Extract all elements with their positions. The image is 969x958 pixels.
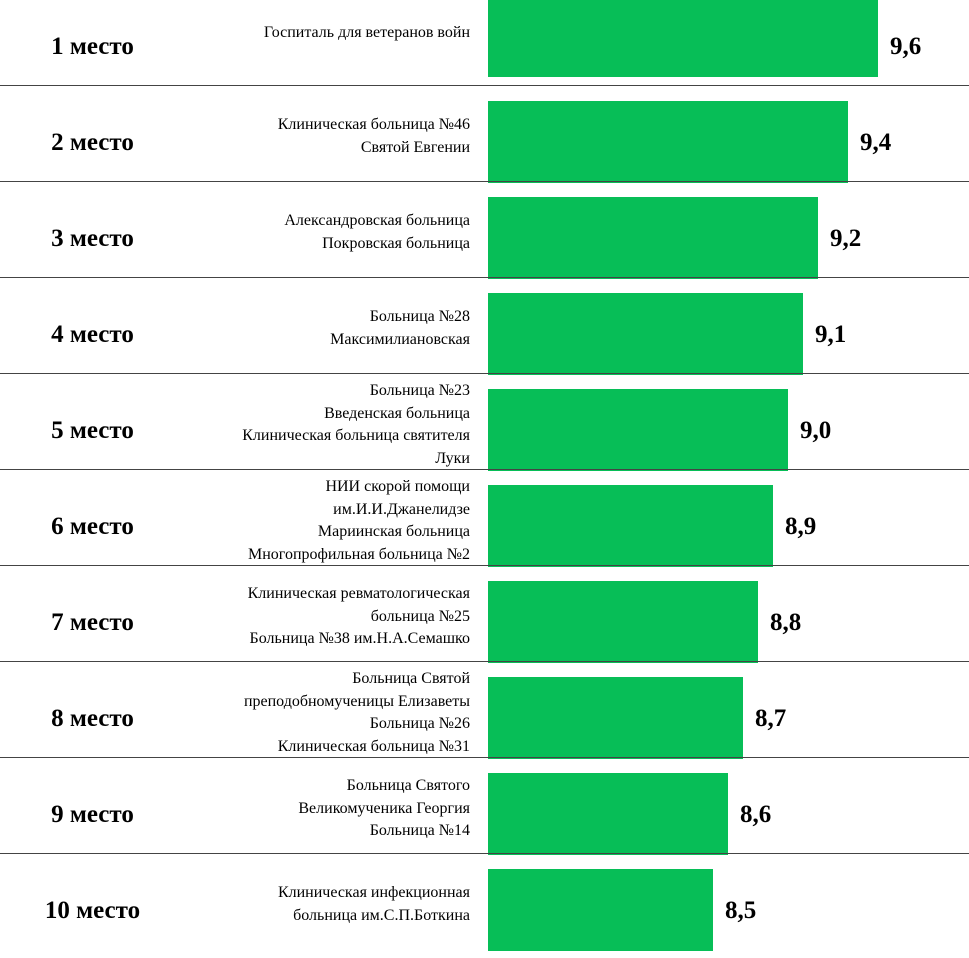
hospital-name: НИИ скорой помощи — [325, 478, 470, 495]
hospital-names: Больница Святой преподобномученицы Елизав… — [244, 668, 470, 758]
chart-row: 2 место Клиническая больница №46 Святой Ев… — [0, 94, 969, 190]
row-divider — [0, 853, 969, 854]
value-label: 9,0 — [800, 417, 832, 444]
hospital-name: преподобномученицы Елизаветы — [243, 692, 470, 710]
place-label: 3 место — [51, 225, 134, 252]
value-bar — [488, 197, 818, 279]
row-divider — [0, 469, 969, 470]
place-label: 4 место — [51, 321, 134, 348]
chart-row: 8 место Больница Святой преподобномученицы… — [0, 670, 969, 766]
value-bar — [488, 485, 773, 567]
hospital-names: Клиническая ревматологическая больница №2… — [248, 583, 470, 651]
hospital-name: Больница Святого — [346, 777, 470, 794]
hospital-name: Клиническая больница №31 — [277, 737, 470, 755]
value-bar — [488, 581, 758, 663]
place-label: 1 место — [51, 33, 134, 60]
place-label: 7 место — [51, 609, 134, 636]
place-label: 9 место — [51, 801, 134, 828]
row-divider — [0, 181, 969, 182]
hospital-name: Больница №23 — [369, 382, 470, 399]
hospital-name: Луки — [435, 449, 470, 467]
chart-row: 9 место Больница Святого Великомученика Ге… — [0, 766, 969, 862]
hospital-names: Больница №28 Максимилиановская — [330, 306, 470, 351]
hospital-names: Клиническая больница №46 Святой Евгении — [278, 114, 470, 159]
hospital-name: Больница №14 — [369, 822, 470, 840]
hospital-name: Клиническая больница №46 — [277, 116, 470, 133]
value-bar — [488, 389, 788, 471]
hospital-name: Госпиталь для ветеранов войн — [263, 24, 470, 41]
value-label: 8,6 — [740, 801, 772, 828]
hospital-name: Многопрофильная больница №2 — [247, 545, 470, 563]
hospital-names: Больница №23 Введенская больница Клиническ… — [242, 380, 470, 470]
row-divider — [0, 661, 969, 662]
chart-row: 5 место Больница №23 Введенская больница Кл… — [0, 382, 969, 478]
row-divider — [0, 277, 969, 278]
place-label: 6 место — [51, 513, 134, 540]
value-bar — [488, 293, 803, 375]
place-label: 2 место — [51, 129, 134, 156]
place-label: 8 место — [51, 705, 134, 732]
value-label: 8,5 — [725, 897, 757, 924]
hospital-names: Клиническая инфекционная больница им.С.П.… — [278, 882, 470, 927]
hospital-names: Госпиталь для ветеранов войн — [264, 22, 470, 45]
hospital-name: Александровская больница — [284, 212, 470, 229]
chart-row: 3 место Александровская больница Покровска… — [0, 190, 969, 286]
value-label: 9,4 — [860, 129, 892, 156]
chart-row: 4 место Больница №28 Максимилиановская 9,1 — [0, 286, 969, 382]
value-label: 9,2 — [830, 225, 862, 252]
hospital-name: Больница №28 — [369, 308, 470, 325]
value-label: 9,6 — [890, 33, 922, 60]
hospital-name: Клиническая ревматологическая — [247, 585, 470, 602]
hospital-name: Больница №26 — [369, 715, 470, 733]
chart-row: 6 место НИИ скорой помощи им.И.И.Джанелидз… — [0, 478, 969, 574]
row-divider — [0, 565, 969, 566]
value-bar — [488, 677, 743, 759]
chart-row: 1 место Госпиталь для ветеранов войн 9,6 — [0, 0, 969, 94]
row-divider — [0, 757, 969, 758]
hospital-name: больница им.С.П.Боткина — [293, 906, 470, 924]
hospital-name: им.И.И.Джанелидзе — [333, 500, 470, 518]
hospital-name: Клиническая больница святителя — [242, 427, 470, 445]
chart-row: 10 место Клиническая инфекционная больница… — [0, 862, 969, 958]
hospital-names: Больница Святого Великомученика Георгия Бо… — [298, 775, 470, 843]
value-label: 8,8 — [770, 609, 802, 636]
chart-row: 7 место Клиническая ревматологическая боль… — [0, 574, 969, 670]
value-label: 8,7 — [755, 705, 787, 732]
value-label: 8,9 — [785, 513, 817, 540]
hospital-name: больница №25 — [370, 607, 470, 625]
hospital-name: Введенская больница — [324, 404, 470, 422]
hospital-name: Максимилиановская — [330, 330, 470, 348]
hospital-name: Больница Святой — [352, 670, 470, 687]
hospital-name: Покровская больница — [322, 234, 470, 252]
hospital-name: Больница №38 им.Н.А.Семашко — [249, 630, 470, 648]
value-bar — [488, 0, 878, 77]
value-bar — [488, 101, 848, 183]
hospital-name: Мариинская больница — [317, 523, 470, 541]
value-bar — [488, 869, 713, 951]
place-label: 5 место — [51, 417, 134, 444]
row-divider — [0, 85, 969, 86]
hospital-name: Клиническая инфекционная — [277, 884, 470, 901]
hospital-names: Александровская больница Покровская больн… — [284, 210, 470, 255]
place-label: 10 место — [44, 897, 141, 924]
hospital-name: Великомученика Георгия — [298, 799, 470, 817]
hospital-names: НИИ скорой помощи им.И.И.Джанелидзе Мариин… — [248, 476, 470, 566]
value-label: 9,1 — [815, 321, 847, 348]
value-bar — [488, 773, 728, 855]
row-divider — [0, 373, 969, 374]
hospital-name: Святой Евгении — [360, 138, 470, 156]
